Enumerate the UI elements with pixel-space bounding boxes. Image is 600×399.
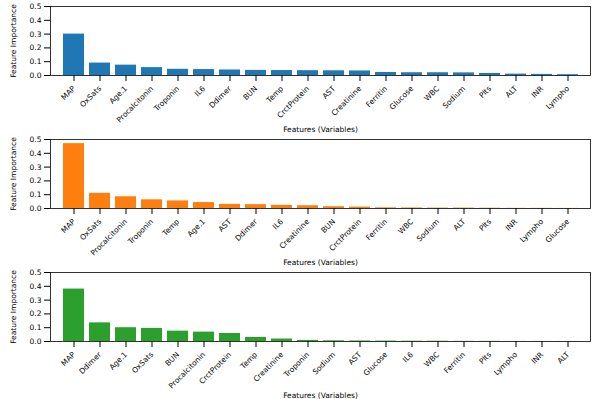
svg-text:Plts: Plts (477, 84, 493, 100)
svg-text:MAP: MAP (59, 84, 77, 102)
svg-text:0.1: 0.1 (30, 190, 42, 199)
svg-text:WBC: WBC (396, 217, 415, 236)
svg-text:Temp: Temp (160, 217, 181, 238)
svg-text:Temp: Temp (264, 84, 285, 105)
svg-text:0.3: 0.3 (30, 296, 42, 305)
svg-text:Glucose: Glucose (362, 350, 390, 378)
svg-text:Ferritin: Ferritin (364, 84, 389, 109)
svg-text:0.2: 0.2 (30, 309, 42, 318)
svg-text:0.4: 0.4 (30, 282, 42, 291)
svg-text:Procalcitonin: Procalcitonin (115, 84, 155, 124)
svg-text:MAP: MAP (59, 350, 77, 368)
svg-text:Feature Importance: Feature Importance (9, 270, 18, 344)
svg-text:0.0: 0.0 (30, 71, 42, 80)
svg-text:BUN: BUN (241, 84, 259, 102)
svg-text:CrctProtein: CrctProtein (197, 350, 233, 386)
svg-text:Ddimer: Ddimer (77, 349, 104, 376)
svg-text:INR: INR (530, 84, 546, 100)
svg-text:Troponin: Troponin (125, 217, 155, 247)
svg-text:ALT: ALT (556, 350, 572, 366)
svg-text:WBC: WBC (422, 84, 441, 103)
svg-text:0.0: 0.0 (30, 204, 42, 213)
svg-text:CrctProtein: CrctProtein (327, 217, 363, 253)
svg-text:INR: INR (530, 350, 546, 366)
svg-text:Age.1: Age.1 (185, 217, 207, 239)
svg-text:Troponin: Troponin (151, 84, 181, 114)
svg-text:Lympho: Lympho (492, 350, 519, 377)
svg-text:Age.1: Age.1 (107, 84, 129, 106)
svg-text:Creatinine: Creatinine (277, 217, 311, 251)
svg-text:0.5: 0.5 (30, 268, 42, 277)
svg-text:0.3: 0.3 (30, 163, 42, 172)
svg-text:BUN: BUN (163, 350, 181, 368)
svg-text:Creatinine: Creatinine (251, 350, 285, 384)
svg-text:Ddimer: Ddimer (233, 216, 260, 243)
svg-text:Sodium: Sodium (311, 350, 337, 376)
svg-text:Feature Importance: Feature Importance (9, 4, 18, 78)
svg-text:AST: AST (217, 217, 234, 234)
svg-text:ALT: ALT (504, 84, 520, 100)
svg-text:Plts: Plts (477, 217, 493, 233)
svg-text:AST: AST (321, 84, 338, 101)
svg-text:Temp: Temp (238, 350, 259, 371)
svg-text:Ferritin: Ferritin (364, 217, 389, 242)
svg-text:OxSats: OxSats (130, 350, 155, 375)
svg-text:Plts: Plts (477, 350, 493, 366)
svg-text:WBC: WBC (422, 350, 441, 369)
svg-text:Features (Variables): Features (Variables) (283, 125, 358, 134)
svg-text:Lympho: Lympho (544, 84, 571, 111)
svg-text:OxSats: OxSats (78, 217, 103, 242)
svg-text:Glucose: Glucose (544, 217, 572, 245)
svg-text:IL6: IL6 (401, 350, 415, 364)
svg-text:IL6: IL6 (271, 217, 285, 231)
svg-text:0.1: 0.1 (30, 323, 42, 332)
svg-text:IL6: IL6 (193, 84, 207, 98)
svg-text:Lympho: Lympho (518, 217, 545, 244)
svg-text:0.4: 0.4 (30, 149, 42, 158)
svg-text:BUN: BUN (319, 217, 337, 235)
svg-text:0.4: 0.4 (30, 16, 42, 25)
svg-text:Procalcitonin: Procalcitonin (166, 350, 208, 391)
svg-text:Creatinine: Creatinine (329, 84, 363, 118)
svg-text:Procalcitonin: Procalcitonin (89, 217, 129, 257)
svg-text:Troponin: Troponin (281, 350, 311, 380)
svg-text:INR: INR (504, 217, 520, 233)
svg-text:Ferritin: Ferritin (442, 350, 467, 375)
svg-text:Age.1: Age.1 (107, 350, 129, 372)
svg-text:0.2: 0.2 (30, 43, 42, 52)
svg-text:Features (Variables): Features (Variables) (283, 391, 358, 399)
svg-text:ALT: ALT (452, 217, 468, 233)
svg-text:Glucose: Glucose (388, 84, 416, 112)
svg-text:0.5: 0.5 (30, 2, 42, 11)
svg-text:0.5: 0.5 (30, 135, 42, 144)
svg-text:0.2: 0.2 (30, 176, 42, 185)
svg-text:CrctProtein: CrctProtein (275, 84, 311, 120)
svg-text:Sodium: Sodium (441, 84, 467, 110)
svg-text:Feature Importance: Feature Importance (9, 137, 18, 211)
svg-text:Ddimer: Ddimer (207, 83, 234, 110)
svg-text:OxSats: OxSats (78, 84, 103, 109)
svg-text:MAP: MAP (59, 217, 77, 235)
svg-text:Sodium: Sodium (415, 217, 441, 243)
svg-text:Features (Variables): Features (Variables) (283, 258, 358, 267)
svg-text:0.1: 0.1 (30, 57, 42, 66)
svg-text:0.0: 0.0 (30, 337, 42, 346)
svg-text:0.3: 0.3 (30, 29, 42, 38)
svg-text:AST: AST (347, 350, 364, 367)
